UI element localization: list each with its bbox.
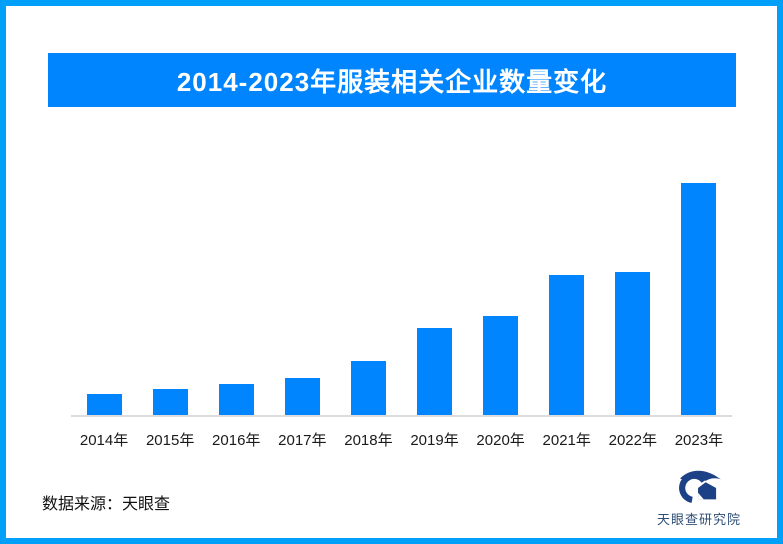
- bar-2019年: [417, 328, 453, 415]
- bar-2023年: [681, 183, 717, 415]
- x-axis-label-2023年: 2023年: [674, 432, 724, 449]
- x-axis-label-2020年: 2020年: [476, 432, 525, 449]
- x-axis-label-2017年: 2017年: [278, 432, 327, 449]
- x-axis-label-2014年: 2014年: [79, 432, 129, 449]
- bar-2022年: [615, 272, 651, 415]
- x-axis-label-2018年: 2018年: [344, 432, 393, 449]
- x-axis-label-2022年: 2022年: [608, 432, 657, 449]
- bar-2021年: [549, 275, 585, 415]
- data-source-note: 数据来源：天眼查: [42, 496, 171, 513]
- bar-2017年: [284, 378, 320, 415]
- tianyancha-logo-icon: [679, 470, 721, 503]
- x-axis-label-2016年: 2016年: [212, 432, 261, 449]
- x-axis-label-2021年: 2021年: [542, 432, 591, 449]
- chart-title-banner: 2014-2023年服装相关企业数量变化: [48, 53, 736, 107]
- bar-2014年: [86, 394, 122, 415]
- x-axis-label-2019年: 2019年: [410, 432, 459, 449]
- bar-2016年: [218, 384, 254, 415]
- brand-logo-text: 天眼查研究院: [656, 512, 741, 527]
- bar-2015年: [152, 389, 188, 415]
- bar-2020年: [483, 316, 519, 415]
- x-axis-labels: 2014年 2015年 2016年 2017年 2018年 2019年 2020年 2021年…: [71, 429, 732, 450]
- bar-chart-plot: [71, 177, 732, 417]
- chart-title: 2014-2023年服装相关企业数量变化: [176, 66, 608, 97]
- bar-2018年: [350, 361, 386, 415]
- brand-logo: 天眼查研究院: [654, 468, 744, 528]
- x-axis-label-2015年: 2015年: [145, 432, 195, 449]
